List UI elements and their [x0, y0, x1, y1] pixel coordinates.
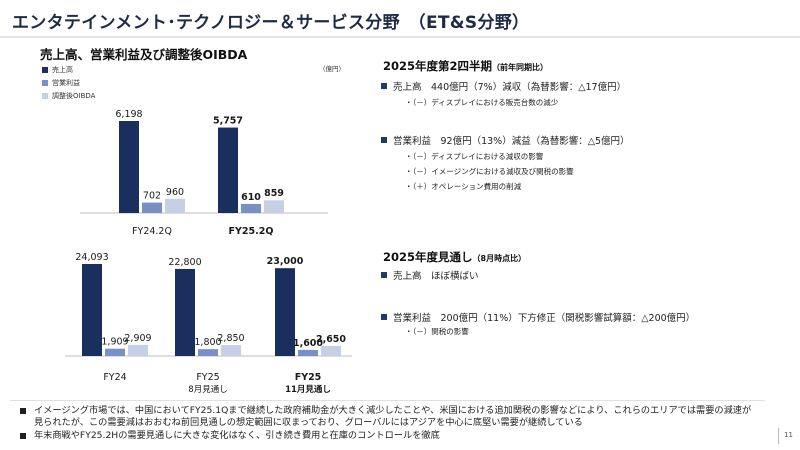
q2-section-title: 2025年度第2四半期（前年同期比） — [383, 58, 548, 74]
data-label: 859 — [264, 188, 284, 199]
q2-sales-text: 売上高 440億円（7%）減収（為替影響：△17億円） — [393, 82, 627, 93]
bullet-square-icon — [20, 433, 26, 439]
forecast-subtitle: （8月時点比） — [472, 254, 527, 263]
data-label: 610 — [241, 192, 261, 203]
forecast-op-note: ・（－）関税の影響 — [405, 327, 469, 336]
q2-op-note: ・（－）イメージングにおける減収及び関税の影響 — [405, 167, 574, 176]
data-label: 1,909 — [101, 337, 128, 348]
category-label: FY25 — [295, 372, 322, 383]
note-text: 年末商戦やFY25.2Hの需要見通しに大きな変化はなく、引き続き費用と在庫のコン… — [34, 430, 440, 441]
data-label: 23,000 — [267, 256, 304, 267]
bar-sales — [175, 268, 195, 356]
legend-swatch-adjusted-oibda — [42, 92, 48, 99]
q2-op-bullet: 営業利益 92億円（13%）減益（為替影響：△5億円） — [381, 133, 630, 147]
category-label: 8月見通し — [188, 384, 227, 395]
bar-adjusted-oibda — [264, 200, 284, 213]
q2-op-note: ・（－）ディスプレイにおける減収の影響 — [405, 152, 544, 161]
data-label: 5,757 — [213, 116, 243, 127]
legend-label: 営業利益 — [52, 78, 80, 87]
note-text: イメージング市場では、中国においてFY25.1Qまで継続した政府補助金が大きく減… — [34, 405, 752, 428]
q2-op-note: ・（＋）オペレーション費用の削減 — [405, 182, 522, 191]
bar-operating-income — [198, 349, 218, 356]
q2-op-text: 営業利益 92億円（13%）減益（為替影響：△5億円） — [393, 136, 630, 147]
data-label: 2,850 — [217, 333, 244, 344]
category-label: FY25.2Q — [229, 226, 274, 237]
legend-item-operating-income: 営業利益 — [42, 76, 95, 89]
data-label: 24,093 — [75, 252, 108, 263]
title-divider — [0, 36, 800, 38]
q2-subtitle: （前年同期比） — [492, 63, 549, 72]
category-label: FY24.2Q — [132, 226, 172, 237]
q2-sales-bullet: 売上高 440億円（7%）減収（為替影響：△17億円） — [381, 79, 626, 93]
data-label: 6,198 — [115, 109, 142, 120]
bar-adjusted-oibda — [128, 344, 148, 356]
bullet-square-icon — [381, 272, 387, 278]
legend-item-sales: 売上高 — [42, 63, 95, 76]
forecast-op-bullet: 営業利益 200億円（11%）下方修正（関税影響試算額：△200億円） — [381, 310, 695, 324]
bar-sales — [218, 127, 238, 213]
bar-adjusted-oibda — [321, 345, 341, 356]
data-label: 1,800 — [194, 337, 221, 348]
forecast-sales-bullet: 売上高 ほぼ横ばい — [381, 268, 479, 282]
data-label: 960 — [166, 187, 184, 198]
bar-sales — [119, 121, 139, 213]
page-number-divider — [778, 428, 779, 444]
bar-operating-income — [105, 348, 125, 356]
note-item: 年末商戦やFY25.2Hの需要見通しに大きな変化はなく、引き続き費用と在庫のコン… — [20, 430, 755, 442]
data-label: 702 — [143, 191, 161, 202]
notes-box: イメージング市場では、中国においてFY25.1Qまで継続した政府補助金が大きく減… — [10, 400, 765, 446]
bar-operating-income — [241, 203, 261, 213]
forecast-section-title: 2025年度見通し（8月時点比） — [383, 249, 526, 265]
q2-sales-note: ・（－）ディスプレイにおける販売台数の減少 — [405, 98, 559, 107]
bullet-square-icon — [381, 83, 387, 89]
data-label: 2,909 — [124, 333, 151, 344]
bullet-square-icon — [381, 137, 387, 143]
bar-sales — [82, 264, 102, 356]
data-label: 2,650 — [316, 334, 346, 345]
forecast-title: 2025年度見通し — [383, 250, 473, 264]
data-label: 22,800 — [168, 257, 201, 268]
legend-label: 売上高 — [52, 65, 73, 74]
legend-label: 調整後OIBDA — [52, 91, 96, 100]
chart-heading: 売上高、営業利益及び調整後OIBDA — [40, 47, 248, 62]
chart-legend: 売上高 営業利益 調整後OIBDA — [42, 63, 95, 102]
data-label: 1,600 — [293, 338, 323, 349]
forecast-op-text: 営業利益 200億円（11%）下方修正（関税影響試算額：△200億円） — [393, 313, 696, 324]
legend-item-adjusted-oibda: 調整後OIBDA — [42, 89, 95, 102]
unit-label: （億円） — [319, 65, 345, 73]
bar-adjusted-oibda — [165, 198, 185, 213]
category-label: FY24 — [103, 372, 126, 383]
legend-swatch-operating-income — [42, 79, 48, 86]
bullet-square-icon — [381, 314, 387, 320]
category-label: 11月見通し — [285, 384, 331, 395]
forecast-sales-text: 売上高 ほぼ横ばい — [393, 271, 479, 282]
note-item: イメージング市場では、中国においてFY25.1Qまで継続した政府補助金が大きく減… — [20, 405, 755, 429]
bullet-square-icon — [20, 408, 26, 414]
bar-operating-income — [142, 202, 162, 213]
bar-adjusted-oibda — [221, 345, 241, 356]
bar-sales — [275, 268, 295, 356]
category-label: FY25 — [196, 372, 219, 383]
page-number: 11 — [784, 431, 793, 439]
page-title: エンタテインメント･テクノロジー＆サービス分野 （ET&S分野） — [12, 13, 530, 33]
q2-title: 2025年度第2四半期 — [383, 59, 493, 73]
legend-swatch-sales — [42, 66, 48, 73]
bar-operating-income — [298, 349, 318, 356]
bar-charts: 6,198 702 960 FY24.2Q 5,757 610 859 FY25.2Q 24,0… — [65, 109, 352, 395]
